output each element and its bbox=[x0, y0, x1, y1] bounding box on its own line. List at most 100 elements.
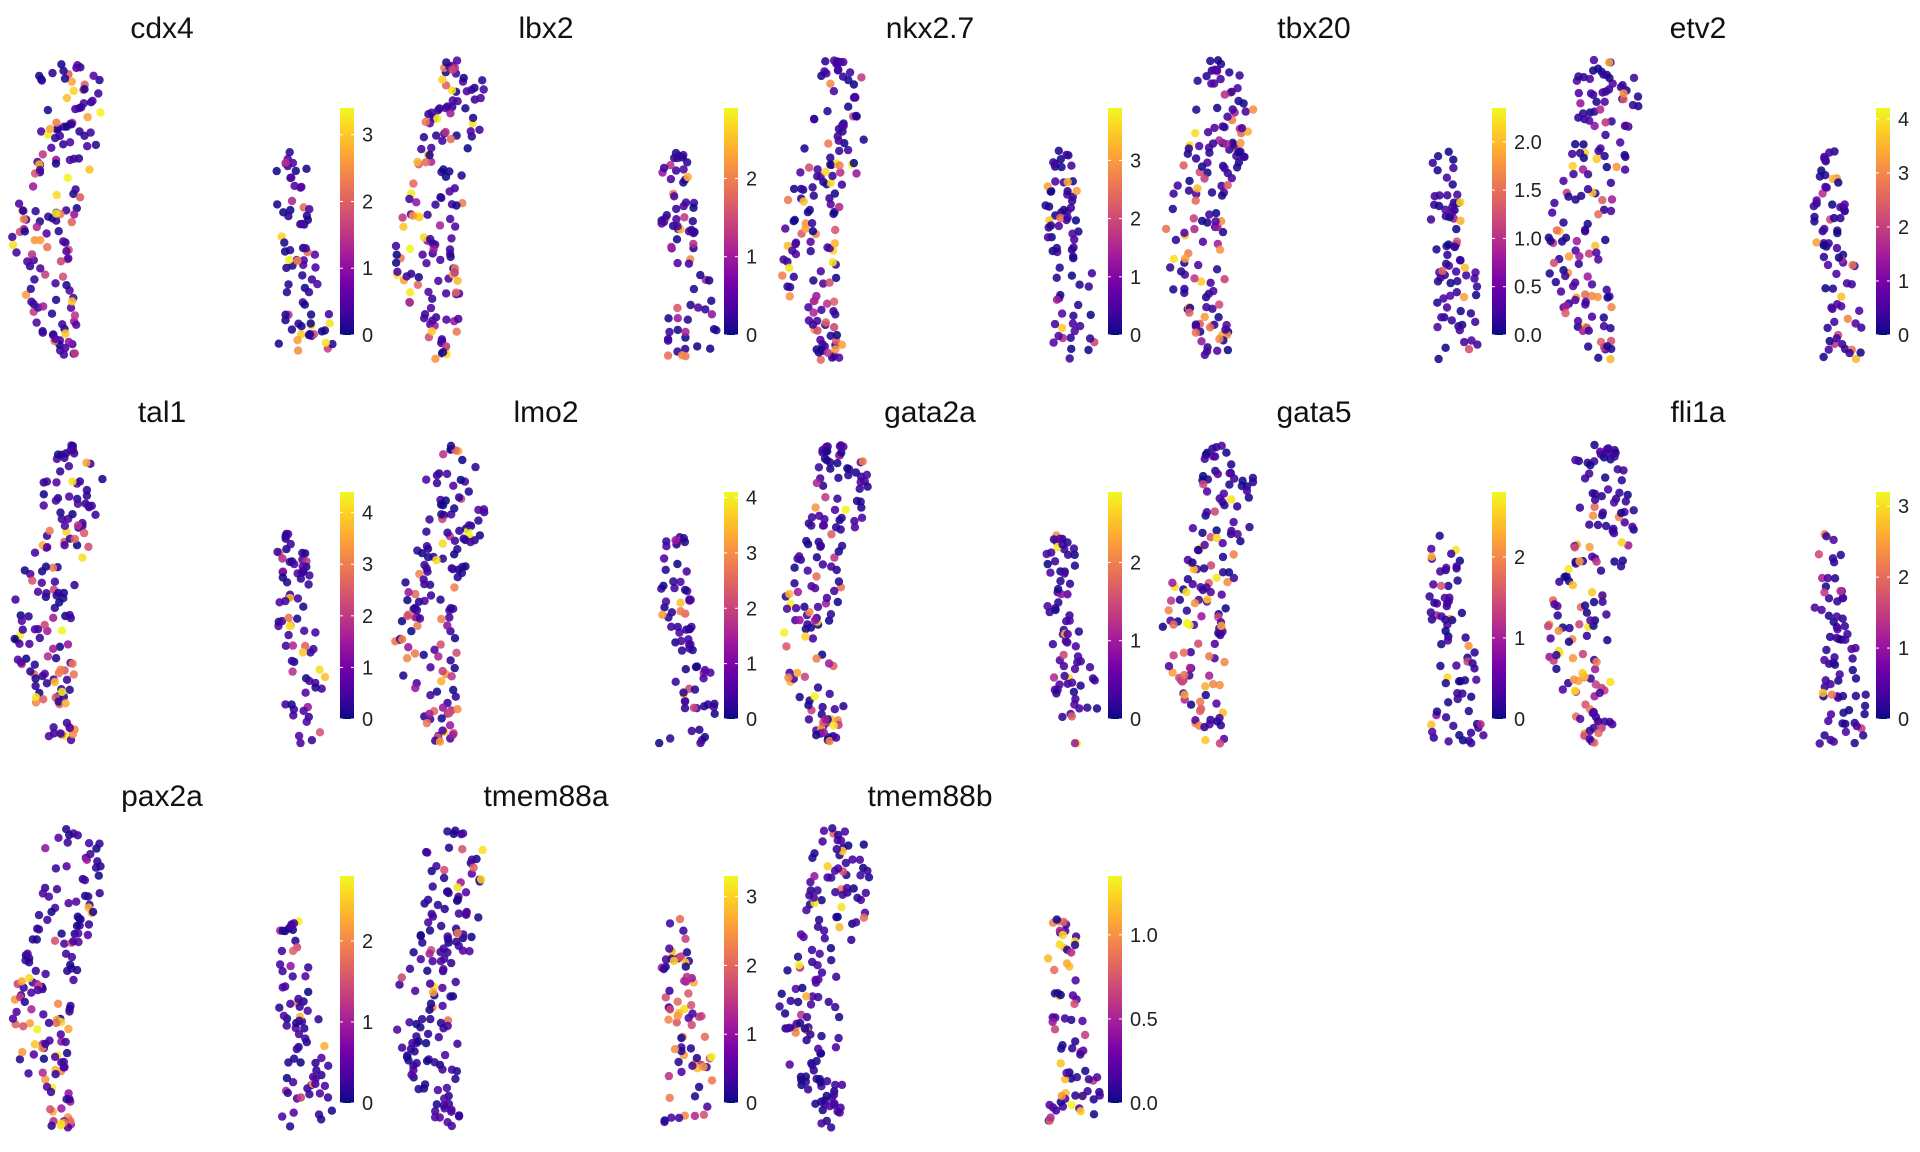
cell-point bbox=[1585, 542, 1594, 552]
cell-point bbox=[1182, 588, 1191, 597]
cell-point bbox=[306, 319, 315, 328]
cell-point bbox=[794, 960, 804, 970]
cell-point bbox=[1619, 466, 1628, 475]
cell-point bbox=[27, 297, 36, 306]
cell-point bbox=[418, 938, 427, 947]
cell-point bbox=[420, 560, 429, 570]
cell-point bbox=[1578, 649, 1588, 659]
cell-point bbox=[1057, 1091, 1066, 1101]
cell-point bbox=[454, 314, 463, 324]
cell-point bbox=[825, 689, 834, 699]
cell-point bbox=[682, 625, 691, 634]
cell-point bbox=[822, 1077, 832, 1086]
cell-point bbox=[412, 606, 422, 615]
cell-point bbox=[1819, 352, 1828, 362]
cell-point bbox=[1060, 569, 1069, 578]
cell-point bbox=[14, 199, 24, 208]
cell-point bbox=[1549, 258, 1559, 268]
cell-point bbox=[1166, 263, 1175, 272]
cell-point bbox=[279, 1011, 289, 1020]
cell-point bbox=[1832, 612, 1841, 621]
cell-point bbox=[393, 267, 402, 276]
cell-point bbox=[1835, 670, 1844, 679]
cell-point bbox=[780, 628, 789, 637]
cell-point bbox=[419, 133, 429, 142]
cell-point bbox=[1184, 144, 1193, 153]
cell-point bbox=[1169, 254, 1179, 263]
cell-point bbox=[680, 976, 689, 986]
cell-point bbox=[1198, 528, 1207, 538]
cell-point bbox=[84, 501, 94, 511]
cell-point bbox=[442, 58, 451, 67]
cell-point bbox=[51, 133, 60, 143]
cell-point bbox=[1590, 121, 1599, 131]
cell-point bbox=[438, 1065, 447, 1074]
cell-point bbox=[1586, 616, 1595, 625]
colorbar-tick-label: 0 bbox=[362, 325, 373, 347]
cell-point bbox=[1829, 213, 1839, 223]
cell-point bbox=[1222, 448, 1231, 457]
cell-point bbox=[299, 997, 308, 1006]
cell-point bbox=[1829, 535, 1838, 545]
cell-point bbox=[52, 209, 61, 218]
cell-point bbox=[1041, 201, 1050, 210]
cell-point bbox=[1606, 178, 1616, 188]
cell-point bbox=[320, 672, 330, 682]
cell-point bbox=[707, 310, 717, 319]
cell-point bbox=[793, 668, 802, 678]
cell-point bbox=[1229, 573, 1239, 583]
cell-point bbox=[31, 674, 40, 683]
cell-point bbox=[1449, 721, 1458, 731]
cell-point bbox=[52, 478, 61, 487]
cell-point bbox=[832, 972, 841, 981]
cell-point bbox=[1633, 92, 1643, 101]
cell-point bbox=[1062, 617, 1071, 626]
cell-point bbox=[1234, 148, 1243, 157]
cell-point bbox=[455, 526, 464, 535]
cell-point bbox=[1215, 334, 1224, 344]
cell-point bbox=[412, 1019, 421, 1029]
cell-point bbox=[52, 1018, 61, 1028]
cell-point bbox=[277, 946, 287, 956]
cell-point bbox=[1180, 670, 1189, 680]
cell-point bbox=[60, 541, 69, 550]
cell-point bbox=[665, 1093, 674, 1103]
cell-point bbox=[1838, 340, 1847, 349]
cell-point bbox=[833, 597, 842, 607]
cell-point bbox=[281, 700, 290, 709]
cell-point bbox=[1462, 271, 1471, 280]
cell-point bbox=[803, 1085, 813, 1094]
cell-point bbox=[831, 1080, 840, 1090]
cell-point bbox=[404, 643, 413, 652]
cell-point bbox=[817, 1119, 826, 1128]
cell-point bbox=[832, 58, 842, 67]
cell-point bbox=[1054, 331, 1063, 341]
cell-point bbox=[428, 316, 437, 325]
cell-point bbox=[65, 610, 74, 620]
cell-point bbox=[47, 143, 56, 152]
cell-point bbox=[807, 521, 816, 530]
cell-point bbox=[282, 1073, 292, 1083]
cell-point bbox=[314, 1015, 323, 1024]
cell-point bbox=[829, 1090, 839, 1099]
cell-point bbox=[1180, 228, 1189, 237]
cell-point bbox=[1063, 590, 1072, 599]
cell-point bbox=[414, 597, 424, 606]
cell-point bbox=[1575, 620, 1584, 629]
cell-point bbox=[1427, 544, 1436, 554]
cell-point bbox=[1453, 190, 1462, 199]
cell-point bbox=[1830, 574, 1840, 583]
cell-point bbox=[1603, 293, 1612, 302]
cell-point bbox=[1451, 267, 1461, 276]
cell-point bbox=[1437, 581, 1446, 590]
cell-point bbox=[452, 648, 461, 657]
cell-point bbox=[823, 348, 832, 357]
cell-point bbox=[1218, 568, 1228, 577]
cell-point bbox=[1596, 105, 1605, 114]
cell-point bbox=[1197, 162, 1207, 171]
cell-point bbox=[1052, 689, 1061, 698]
cell-point bbox=[431, 200, 440, 209]
cell-point bbox=[82, 491, 92, 500]
cell-point bbox=[1433, 322, 1442, 332]
cell-point bbox=[1068, 319, 1078, 328]
